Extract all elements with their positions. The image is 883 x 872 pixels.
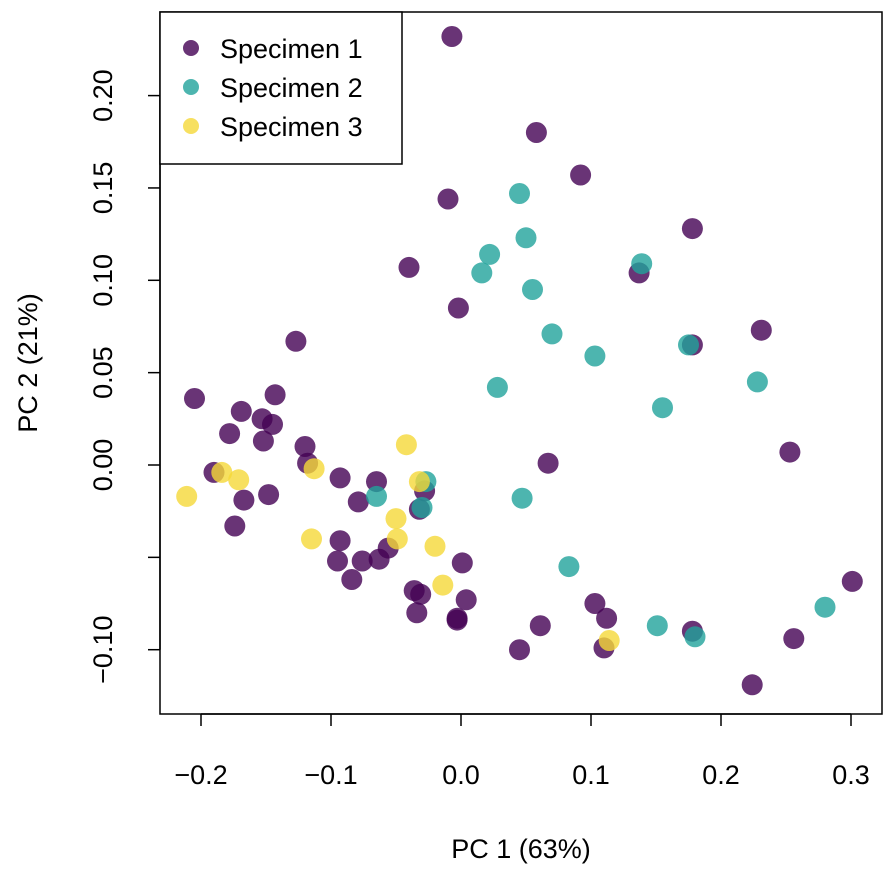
data-point-specimen-2	[652, 397, 673, 419]
legend: Specimen 1 Specimen 2 Specimen 3	[159, 11, 403, 165]
data-point-specimen-2	[366, 485, 387, 507]
x-axis-title: PC 1 (63%)	[451, 834, 591, 864]
y-tick-label: −0.10	[88, 616, 118, 684]
data-point-specimen-2	[646, 615, 668, 637]
data-point-specimen-1	[437, 188, 459, 210]
data-point-specimen-1	[446, 609, 468, 631]
y-axis-title: PC 2 (21%)	[13, 293, 43, 433]
data-point-specimen-1	[596, 607, 618, 629]
data-point-specimen-1	[741, 674, 763, 696]
data-point-specimen-1	[681, 218, 703, 240]
data-point-specimen-1	[584, 593, 606, 614]
data-point-specimen-2	[541, 323, 563, 345]
data-point-specimen-1	[570, 164, 592, 186]
data-point-specimen-1	[783, 628, 805, 650]
data-point-specimen-1	[294, 436, 316, 457]
legend-marker-specimen-1	[183, 40, 199, 56]
data-point-specimen-3	[424, 535, 446, 557]
x-tick-label: 0.3	[832, 760, 870, 790]
data-point-specimen-3	[395, 434, 417, 456]
data-point-specimen-1	[750, 319, 772, 341]
data-point-specimen-1	[455, 589, 477, 611]
data-point-specimen-3	[228, 469, 250, 491]
data-point-specimen-1	[264, 384, 286, 406]
y-axis: −0.10 0.00 0.05 0.10 0.15 0.20	[88, 69, 161, 684]
data-point-specimen-2	[678, 334, 699, 356]
data-point-specimen-1	[262, 413, 283, 435]
data-point-specimen-3	[176, 485, 198, 507]
data-point-specimen-3	[301, 528, 322, 550]
y-tick-label: 0.00	[88, 439, 118, 492]
x-tick-label: 0.2	[702, 760, 740, 790]
data-point-specimen-2	[558, 556, 580, 578]
data-point-specimen-1	[341, 569, 363, 590]
legend-marker-specimen-3	[183, 118, 199, 134]
data-point-specimen-1	[219, 423, 241, 445]
data-point-specimen-2	[631, 253, 653, 275]
data-point-specimen-1	[537, 452, 559, 474]
legend-marker-specimen-2	[183, 79, 199, 95]
data-point-specimen-2	[515, 227, 537, 249]
data-point-specimen-1	[368, 548, 390, 570]
data-point-specimen-1	[351, 550, 373, 572]
legend-label-specimen-1: Specimen 1	[220, 34, 363, 64]
data-point-specimen-3	[598, 630, 620, 651]
legend-box	[159, 11, 403, 165]
data-point-specimen-1	[285, 330, 307, 352]
data-point-specimen-1	[327, 550, 348, 572]
data-point-specimen-2	[509, 183, 530, 204]
data-point-specimen-2	[522, 279, 543, 300]
data-point-specimen-2	[814, 596, 836, 618]
data-point-specimen-1	[366, 471, 387, 493]
data-point-specimen-2	[746, 371, 768, 393]
data-point-specimen-1	[410, 583, 432, 605]
data-point-specimen-1	[230, 400, 252, 422]
legend-label-specimen-3: Specimen 3	[220, 112, 363, 142]
x-tick-label: 0.1	[572, 760, 610, 790]
data-point-specimen-1	[447, 297, 469, 319]
points-layer	[176, 26, 863, 696]
data-point-specimen-1	[509, 639, 530, 661]
data-point-specimen-1	[451, 552, 473, 574]
data-point-specimen-1	[779, 441, 801, 463]
data-point-specimen-2	[584, 345, 606, 367]
data-point-specimen-1	[233, 489, 255, 511]
data-point-specimen-3	[386, 528, 408, 550]
data-point-specimen-3	[385, 508, 407, 530]
data-point-specimen-1	[329, 467, 351, 489]
legend-label-specimen-2: Specimen 2	[220, 73, 363, 103]
data-point-specimen-1	[529, 615, 551, 637]
data-point-specimen-3	[408, 471, 430, 493]
data-point-specimen-3	[432, 574, 454, 596]
data-point-specimen-1	[525, 122, 547, 143]
data-point-specimen-1	[398, 256, 420, 278]
data-point-specimen-1	[252, 430, 274, 452]
data-point-specimen-2	[684, 626, 706, 648]
data-point-specimen-2	[511, 487, 533, 509]
data-point-specimen-3	[211, 461, 233, 483]
y-tick-label: 0.10	[88, 254, 118, 307]
data-point-specimen-1	[258, 484, 280, 506]
data-point-specimen-1	[347, 491, 369, 513]
data-point-specimen-1	[184, 388, 205, 409]
x-axis: −0.2 −0.1 0.0 0.1 0.2 0.3	[174, 713, 870, 790]
x-tick-label: −0.2	[174, 760, 227, 790]
data-point-specimen-1	[841, 570, 863, 592]
data-point-specimen-3	[303, 458, 325, 480]
data-point-specimen-2	[471, 262, 493, 284]
y-tick-label: 0.20	[88, 69, 118, 122]
data-point-specimen-2	[411, 497, 433, 518]
data-point-specimen-1	[329, 530, 351, 552]
data-point-specimen-1	[406, 602, 428, 624]
data-point-specimen-1	[441, 26, 463, 47]
data-point-specimen-2	[479, 243, 501, 265]
y-tick-label: 0.05	[88, 346, 118, 399]
data-point-specimen-2	[486, 376, 508, 398]
x-tick-label: −0.1	[304, 760, 357, 790]
x-tick-label: 0.0	[442, 760, 480, 790]
data-point-specimen-1	[224, 515, 246, 537]
y-tick-label: 0.15	[88, 162, 118, 215]
